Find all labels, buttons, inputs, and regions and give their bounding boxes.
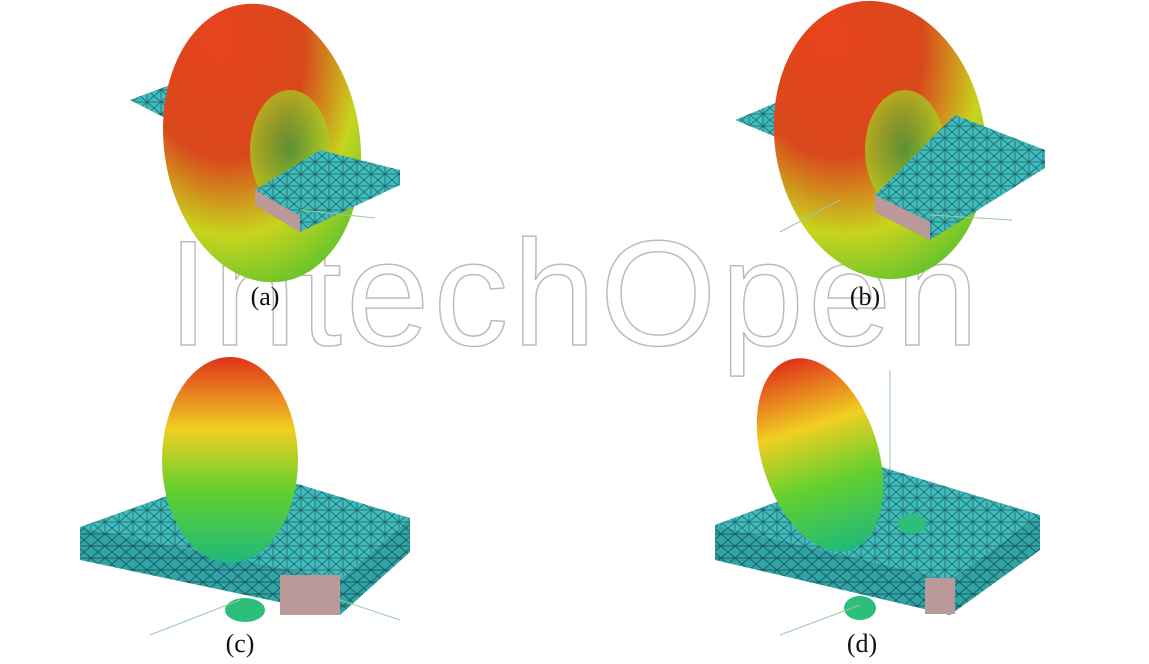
slab bbox=[875, 115, 1045, 240]
radiation-lobe bbox=[756, 358, 884, 552]
port bbox=[255, 190, 300, 232]
back-lobe bbox=[225, 598, 265, 622]
panel-b bbox=[735, 0, 1045, 280]
panel-a bbox=[130, 3, 400, 283]
axis bbox=[779, 604, 861, 636]
slab-side bbox=[715, 525, 950, 615]
slab-side bbox=[80, 527, 340, 615]
axis bbox=[929, 214, 1013, 221]
panel-label: (a) bbox=[251, 282, 280, 311]
axis bbox=[779, 199, 841, 233]
axis bbox=[339, 599, 401, 621]
port bbox=[875, 195, 930, 240]
panel-label: (c) bbox=[226, 629, 255, 658]
panel-label: (d) bbox=[847, 629, 877, 658]
slab-side bbox=[340, 518, 410, 615]
port bbox=[925, 578, 955, 614]
side-lobe bbox=[898, 514, 926, 534]
slab-side bbox=[950, 515, 1040, 615]
panel-label: (b) bbox=[850, 282, 880, 311]
radiation-lobe bbox=[162, 357, 298, 563]
axis bbox=[149, 599, 241, 636]
panel-d bbox=[715, 358, 1040, 636]
back-lobe bbox=[844, 596, 876, 620]
port bbox=[280, 575, 340, 615]
slab bbox=[715, 465, 1040, 580]
panel-c bbox=[80, 357, 410, 636]
axis bbox=[299, 209, 376, 219]
